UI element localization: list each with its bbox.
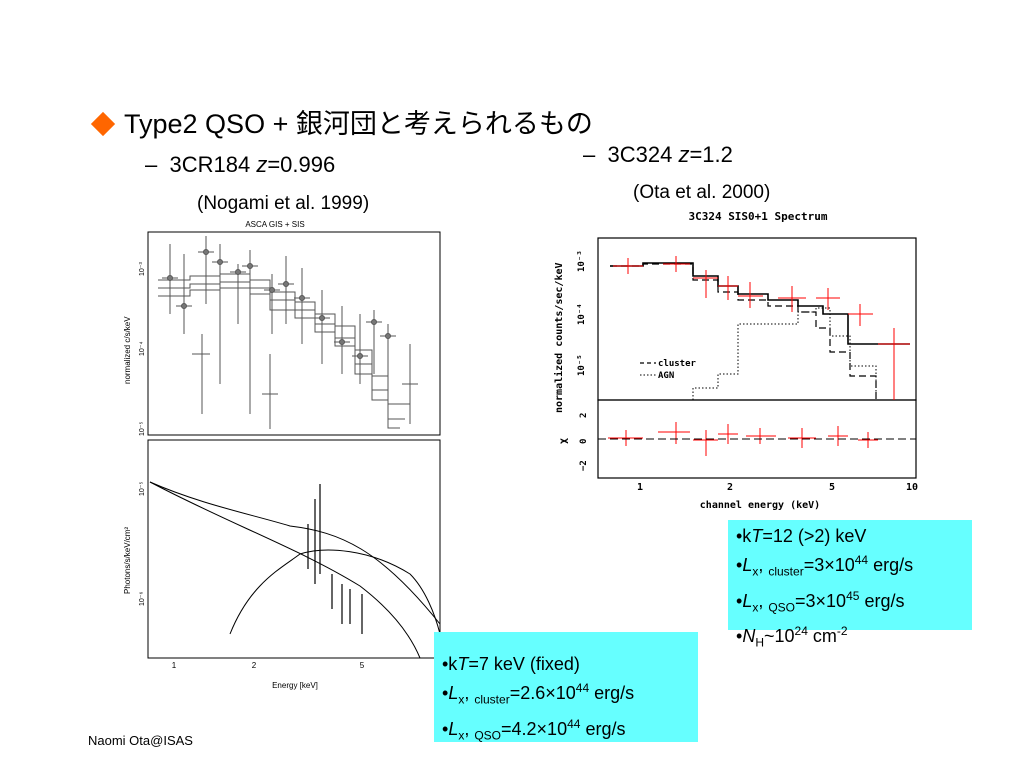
right-xtick: 5 xyxy=(829,482,835,493)
left-param-lx-cluster: •Lx, cluster=2.6×1044 erg/s xyxy=(442,681,635,707)
dash-bullet: – xyxy=(583,142,608,167)
right-ytick: 10⁻³ xyxy=(577,250,587,272)
left-params-box: •kT=7 keV (fixed) •Lx, cluster=2.6×1044 … xyxy=(434,632,698,742)
left-top-ytick: 10⁻⁴ xyxy=(139,342,146,357)
right-residual-tick: 2 xyxy=(579,413,589,418)
left-bottom-ytick: 10⁻⁶ xyxy=(139,592,146,606)
left-bottom-xtick: 5 xyxy=(360,661,365,670)
right-xlabel: channel energy (keV) xyxy=(700,500,820,511)
right-source-name: 3C324 xyxy=(607,142,673,167)
left-top-ytick: 10⁻⁵ xyxy=(139,422,146,436)
left-top-ytick: 10⁻³ xyxy=(139,262,146,276)
right-param-kt: •kT=12 (>2) keV xyxy=(736,526,867,546)
left-source-name: 3CR184 xyxy=(169,152,251,177)
right-spectrum-figure: 3C324 SIS0+1 Spectrum normalized counts/… xyxy=(553,210,918,511)
left-agn-model-curve xyxy=(149,481,421,659)
legend-cluster-label: cluster xyxy=(658,359,697,369)
left-spectrum-figure: ASCA GIS + SIS normalized c/s/keV 10⁻³ 1… xyxy=(123,220,441,690)
dash-bullet: – xyxy=(145,152,170,177)
right-param-nh: •NH~1024 cm-2 xyxy=(736,624,848,650)
slide-title: Type2 QSO + 銀河団と考えられるもの xyxy=(90,102,593,141)
left-bottom-xtick: 1 xyxy=(172,661,177,670)
left-top-plot-title: ASCA GIS + SIS xyxy=(245,220,304,229)
right-z-label: z xyxy=(678,142,690,167)
right-reference: (Ota et al. 2000) xyxy=(633,182,771,203)
right-xtick: 2 xyxy=(727,482,733,493)
diamond-bullet-icon xyxy=(90,111,116,137)
left-bottom-ylabel: Photons/s/keV/cm² xyxy=(123,527,132,594)
right-residual-label: χ xyxy=(558,438,569,444)
right-ytick: 10⁻⁴ xyxy=(577,303,587,325)
left-bottom-ytick: 10⁻⁵ xyxy=(139,482,146,496)
left-bottom-xlabel: Energy [keV] xyxy=(272,681,318,690)
legend-agn-label: AGN xyxy=(658,371,674,381)
left-z-label: z xyxy=(256,152,268,177)
left-emission-lines xyxy=(307,484,363,634)
right-z-value: =1.2 xyxy=(689,142,733,167)
left-source-heading: – 3CR184 z=0.996 xyxy=(145,152,335,178)
left-param-lx-qso: •Lx, QSO=4.2×1044 erg/s xyxy=(442,716,626,743)
left-reference: (Nogami et al. 1999) xyxy=(197,193,370,214)
right-source-heading: – 3C324 z=1.2 xyxy=(583,142,733,168)
right-xtick: 1 xyxy=(637,482,643,493)
right-param-lx-qso: •Lx, QSO=3×1045 erg/s xyxy=(736,588,905,615)
right-agn-model-line xyxy=(692,307,877,400)
right-ylabel: normalized counts/sec/keV xyxy=(553,262,565,413)
right-residual-tick: 0 xyxy=(579,439,589,444)
right-plot-title: 3C324 SIS0+1 Spectrum xyxy=(688,210,827,223)
right-total-model-line xyxy=(610,262,910,345)
left-cluster-model-curve xyxy=(229,549,441,635)
right-ytick: 10⁻⁵ xyxy=(577,354,587,376)
left-z-value: =0.996 xyxy=(267,152,336,177)
right-xtick: 10 xyxy=(906,482,918,493)
footer-author: Naomi Ota@ISAS xyxy=(88,733,193,748)
left-model-line xyxy=(158,287,400,429)
slide-title-text: Type2 QSO + 銀河団と考えられるもの xyxy=(124,109,593,139)
left-bottom-plot-frame xyxy=(147,439,441,659)
right-residual-tick: −2 xyxy=(579,460,589,471)
left-top-ylabel: normalized c/s/keV xyxy=(123,316,132,384)
left-param-kt: •kT=7 keV (fixed) xyxy=(442,654,580,674)
left-data-points xyxy=(162,236,418,429)
left-bottom-xtick: 2 xyxy=(252,661,257,670)
left-total-model-curve xyxy=(149,481,441,625)
right-param-lx-cluster: •Lx, cluster=3×1044 erg/s xyxy=(736,553,914,579)
right-params-box: •kT=12 (>2) keV •Lx, cluster=3×1044 erg/… xyxy=(728,520,972,650)
right-spectrum-data-points xyxy=(608,256,910,456)
left-top-plot-frame xyxy=(147,231,441,436)
right-cluster-model-line xyxy=(610,263,877,400)
